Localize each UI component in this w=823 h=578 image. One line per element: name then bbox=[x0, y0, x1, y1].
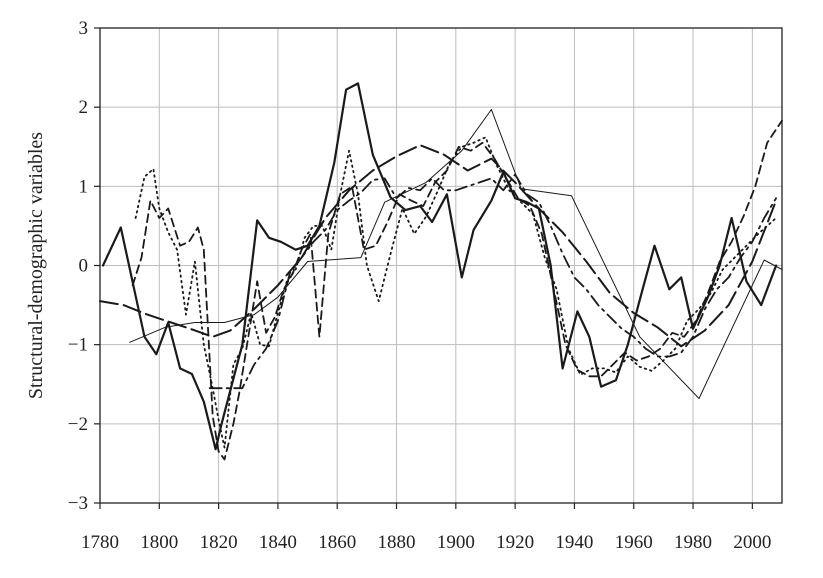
y-tick-label: 2 bbox=[79, 97, 89, 118]
x-tick-label: 1980 bbox=[674, 532, 712, 553]
y-tick-label: 3 bbox=[79, 18, 89, 39]
x-tick-label: 2000 bbox=[733, 532, 771, 553]
y-tick-label: 0 bbox=[79, 256, 89, 277]
x-tick-label: 1840 bbox=[259, 532, 297, 553]
series-line-dash-dot bbox=[208, 173, 777, 390]
y-tick-label: −2 bbox=[68, 414, 88, 435]
series-line-dotted bbox=[134, 136, 777, 449]
y-tick-label: 1 bbox=[79, 176, 89, 197]
x-tick-label: 1800 bbox=[140, 532, 178, 553]
series-layer bbox=[99, 82, 783, 461]
y-axis-tick-labels: 3 2 1 0 −1 −2 −3 bbox=[68, 18, 88, 514]
y-tick-label: −1 bbox=[68, 335, 88, 356]
x-tick-label: 1920 bbox=[496, 532, 534, 553]
series-line-thick-solid bbox=[101, 82, 778, 451]
series-line-short-dash bbox=[131, 119, 783, 461]
x-tick-label: 1960 bbox=[615, 532, 653, 553]
x-tick-label: 1860 bbox=[318, 532, 356, 553]
x-tick-label: 1940 bbox=[555, 532, 593, 553]
y-tick-label: −3 bbox=[68, 493, 88, 514]
x-tick-label: 1900 bbox=[437, 532, 475, 553]
y-axis-title: Structural-demographic variables bbox=[25, 132, 47, 399]
series-line-long-dash bbox=[99, 144, 778, 348]
x-tick-label: 1880 bbox=[378, 532, 416, 553]
gridlines bbox=[100, 28, 782, 503]
series-line-thin-solid bbox=[129, 109, 783, 399]
x-tick-label: 1820 bbox=[200, 532, 238, 553]
x-axis-tick-labels: 1780 1800 1820 1840 1860 1880 1900 1920 1940 1960… bbox=[81, 532, 771, 553]
x-tick-label: 1780 bbox=[81, 532, 119, 553]
axis-ticks bbox=[94, 27, 753, 509]
